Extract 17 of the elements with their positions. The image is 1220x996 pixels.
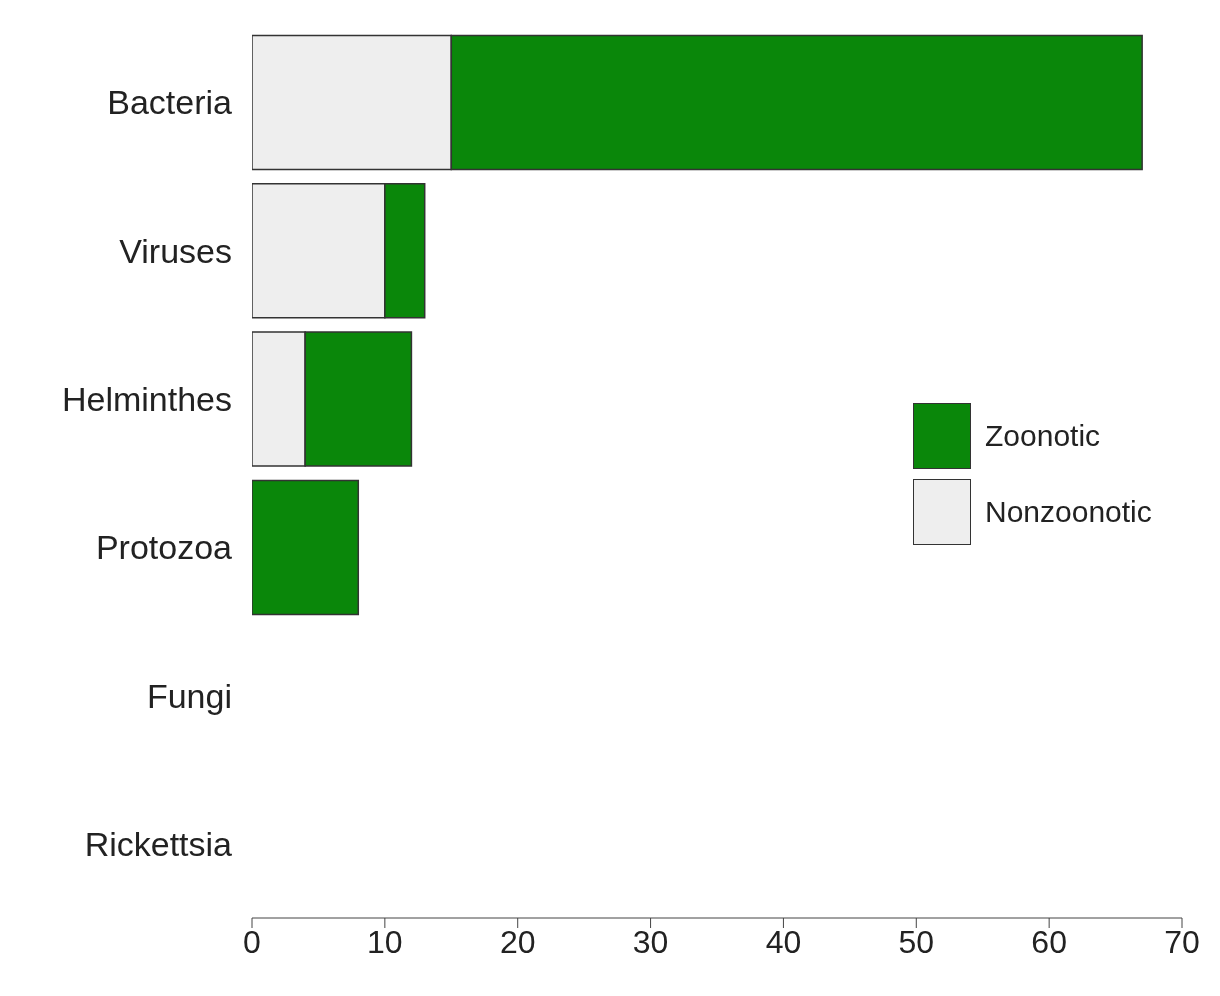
- x-tick-label: 0: [243, 923, 261, 960]
- y-tick-label: Protozoa: [95, 528, 233, 567]
- x-tick-label: 40: [765, 923, 802, 960]
- x-tick-label: 60: [1031, 923, 1067, 960]
- x-tick-label: 50: [898, 923, 935, 960]
- legend-label: Nonzoonotic: [985, 495, 1152, 529]
- x-tick-label: 30: [632, 923, 669, 960]
- y-tick-label: Bacteria: [107, 83, 233, 122]
- y-tick-label: Viruses: [119, 231, 232, 270]
- y-tick-label: Helminthes: [61, 379, 232, 418]
- x-tick-label: 10: [367, 923, 403, 960]
- bar: [252, 479, 360, 616]
- y-tick-label: Rickettsia: [84, 824, 233, 863]
- legend-label: Zoonotic: [985, 419, 1101, 453]
- y-tick-label: Fungi: [146, 676, 232, 715]
- x-tick-label: 70: [1164, 923, 1200, 960]
- x-tick-label: 20: [499, 923, 536, 960]
